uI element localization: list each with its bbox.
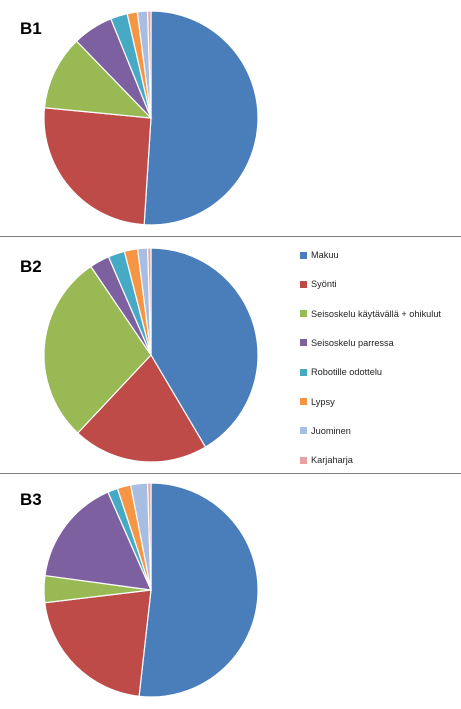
legend-item-karjaharja: Karjaharja: [300, 453, 353, 467]
pie-chart-b1: [43, 10, 259, 226]
legend-label: Seisoskelu käytävällä + ohikulut: [311, 308, 441, 319]
pie-slice-b1-makuu: [143, 10, 259, 226]
legend-swatch: [300, 310, 307, 318]
legend-swatch: [300, 368, 307, 376]
divider-middle: [0, 473, 461, 474]
pie-slice-b1-seisoskelu-kaytavalla-ohikulut: [43, 40, 153, 119]
legend-item-seisoskelu-kaytavalla-ohikulut: Seisoskelu käytävällä + ohikulut: [300, 307, 441, 321]
legend-label: Lypsy: [311, 396, 335, 407]
pie-slice-b1-karjaharja: [146, 10, 152, 119]
pie-slice-b2-seisoskelu-kaytavalla-ohikulut: [43, 265, 152, 434]
legend-item-juominen: Juominen: [300, 424, 351, 438]
pie-slice-b1-syonti: [43, 107, 152, 226]
pie-slice-b3-makuu: [138, 482, 259, 698]
pie-slice-b3-karjaharja: [146, 482, 152, 591]
legend-swatch: [300, 427, 307, 435]
pie-slice-b2-makuu: [150, 247, 259, 448]
pie-slice-b2-karjaharja: [147, 247, 152, 356]
divider-top: [0, 236, 461, 237]
legend-item-makuu: Makuu: [300, 248, 339, 262]
legend-swatch: [300, 280, 307, 288]
legend-label: Karjaharja: [311, 455, 353, 466]
legend-label: Juominen: [311, 425, 351, 436]
legend-item-robotille-odottelu: Robotille odottelu: [300, 365, 382, 379]
pie-slice-b3-syonti: [44, 589, 152, 697]
legend-item-syonti: Syönti: [300, 277, 337, 291]
chart-title-b3: B3: [20, 490, 42, 509]
legend-swatch: [300, 456, 307, 464]
legend-swatch: [300, 339, 307, 347]
pie-slice-b2-syonti: [76, 354, 207, 463]
legend-swatch: [300, 398, 307, 405]
pie-chart-b3: [43, 482, 259, 698]
legend-item-lypsy: Lypsy: [300, 395, 335, 409]
chart-title-b2: B2: [20, 257, 42, 276]
legend-label: Seisoskelu parressa: [311, 337, 394, 348]
legend-label: Syönti: [311, 279, 337, 290]
pie-slice-b3-seisoskelu-parressa: [44, 491, 152, 591]
legend-label: Makuu: [311, 250, 339, 260]
legend-label: Robotille odottelu: [311, 367, 382, 378]
legend-swatch: [300, 251, 307, 259]
legend-item-seisoskelu-parressa: Seisoskelu parressa: [300, 336, 394, 350]
pie-chart-b2: [43, 247, 259, 463]
chart-title-b1: B1: [20, 19, 42, 38]
